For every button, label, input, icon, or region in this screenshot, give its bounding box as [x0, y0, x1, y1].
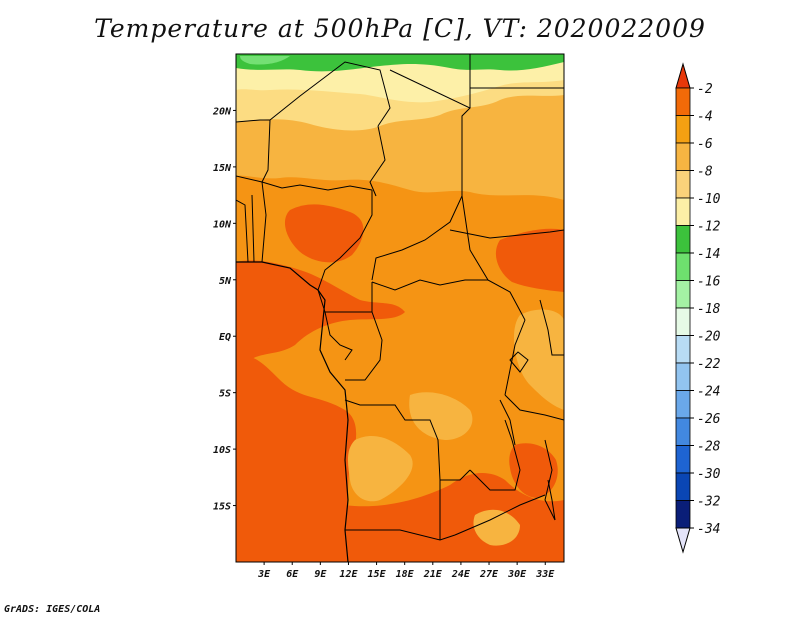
lon-label: 18E — [396, 569, 415, 580]
colorbar-swatch — [675, 307, 691, 336]
field-deep-orange-north-east — [236, 318, 270, 349]
field-green-band — [236, 54, 564, 72]
colorbar-label: -30 — [697, 467, 721, 482]
angola-namibia-border — [345, 529, 456, 541]
colorbar-swatch — [675, 87, 691, 116]
lake-malawi — [547, 479, 556, 521]
drc-angola-border — [344, 399, 471, 481]
field-deep-orange-west — [236, 260, 405, 366]
colorbar-label: -2 — [697, 82, 713, 97]
colorbar-label: -8 — [697, 165, 713, 180]
drc-zambia-border — [469, 419, 521, 491]
benin-border — [261, 181, 267, 263]
colorbar-swatch — [675, 197, 691, 226]
colorbar-swatch — [675, 142, 691, 171]
field-light-orange-southeast — [473, 509, 520, 546]
map-frame — [235, 53, 565, 563]
sudan-south-sudan-border — [449, 229, 564, 239]
field-light-green-patch — [240, 56, 290, 65]
zambia-southern-border — [454, 494, 546, 536]
colorbar-swatch — [675, 362, 691, 391]
lon-label: 3E — [257, 569, 271, 580]
colorbar-swatch — [675, 445, 691, 474]
field-light-orange-center — [409, 392, 473, 440]
colorbar-swatch — [675, 115, 691, 144]
lon-label: 9E — [314, 569, 327, 580]
lake-tanganyika — [499, 399, 516, 446]
lat-label: 10N — [213, 219, 232, 230]
lat-label: 10S — [213, 445, 231, 456]
togo-border — [251, 194, 255, 263]
grads-credit: GrADS: IGES/COLA — [4, 604, 101, 615]
lon-label: 12E — [339, 569, 358, 580]
colorbar-label: -24 — [697, 385, 720, 400]
chad-libya-border — [389, 69, 471, 196]
colorbar-label: -26 — [697, 412, 721, 427]
car-sudan-border — [461, 195, 489, 281]
lon-label: 24E — [451, 569, 471, 580]
ghana-border — [236, 199, 249, 263]
colorbar-label: -34 — [697, 522, 720, 537]
colorbar-swatch — [675, 225, 691, 254]
colorbar-swatch — [675, 280, 691, 309]
temperature-field — [236, 54, 564, 562]
field-light-orange-east — [513, 309, 564, 410]
field-light-orange-south — [347, 435, 413, 502]
lat-label: 5S — [219, 389, 231, 400]
algeria-niger-border — [269, 61, 391, 127]
field-deep-orange-southeast — [509, 443, 558, 498]
car-drc-border — [371, 279, 526, 321]
colorbar-label: -32 — [697, 495, 721, 510]
kenya-border — [539, 299, 564, 356]
colorbar-top-triangle — [675, 62, 691, 89]
lon-label: 27E — [479, 569, 499, 580]
lat-label: 5N — [219, 276, 232, 287]
lon-label: 33E — [535, 569, 555, 580]
nigeria-cameroon-border — [317, 190, 373, 291]
tanzania-border — [504, 394, 564, 421]
colorbar-label: -22 — [697, 357, 721, 372]
congo-drc-border — [345, 311, 383, 381]
colorbar-label: -10 — [697, 192, 721, 207]
lake-victoria — [509, 351, 529, 373]
colorbar-swatch — [675, 472, 691, 501]
colorbar-label: -14 — [697, 247, 720, 262]
colorbar-swatch — [675, 500, 691, 529]
colorbar-label: -20 — [697, 330, 721, 345]
axis-labels: 20N 15N 10N 5N EQ 5S 10S 15S 3E 6E 9E 12E 15E 18E 21E 2… — [212, 106, 555, 580]
colorbar-label: -12 — [697, 220, 721, 235]
field-deep-orange-central-west — [284, 204, 364, 263]
colorbar-label: -16 — [697, 275, 721, 290]
lon-label: 21E — [423, 569, 443, 580]
colorbar-swatch — [675, 252, 691, 281]
lon-label: 6E — [286, 569, 299, 580]
niger-chad-border — [369, 125, 386, 197]
colorbar: -2 -4 -6 -8 -10 -12 -14 -16 -18 -20 -22 -24 -26 -28 -3… — [675, 62, 721, 554]
country-borders — [236, 54, 564, 562]
colorbar-swatch — [675, 335, 691, 364]
colorbar-label: -18 — [697, 302, 721, 317]
lon-label: 30E — [507, 569, 527, 580]
coastline-west — [236, 261, 349, 562]
lat-label: 15N — [213, 163, 232, 174]
colorbar-swatch — [675, 170, 691, 199]
colorbar-label: -4 — [697, 110, 713, 125]
colorbar-bottom-triangle — [675, 527, 691, 554]
lat-label: 20N — [212, 106, 232, 117]
field-deep-orange-southwest — [236, 356, 360, 562]
colorbar-swatch — [675, 390, 691, 419]
colorbar-swatch — [675, 417, 691, 446]
colorbar-label: -6 — [697, 137, 713, 152]
chad-car-border — [371, 195, 463, 281]
mali-border — [236, 119, 271, 183]
lat-label: 15S — [213, 502, 231, 513]
lat-label: EQ — [219, 332, 231, 343]
field-deep-orange-east — [495, 228, 564, 292]
gabon-border — [324, 311, 353, 361]
map-title: Temperature at 500hPa [C], VT: 202002200… — [94, 14, 706, 43]
lon-label: 15E — [368, 569, 387, 580]
cameroon-congo-border — [317, 282, 373, 313]
colorbar-label: -28 — [697, 440, 721, 455]
